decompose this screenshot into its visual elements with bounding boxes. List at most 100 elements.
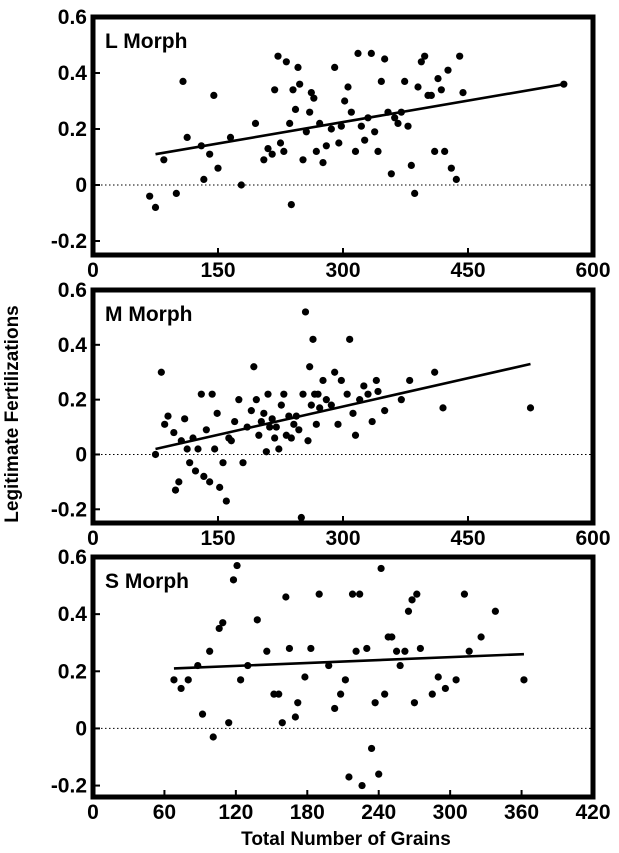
data-point bbox=[272, 423, 280, 431]
data-point bbox=[307, 89, 315, 97]
data-point bbox=[434, 75, 442, 83]
x-tick-label: 150 bbox=[200, 259, 235, 282]
data-point bbox=[331, 704, 339, 713]
data-point bbox=[197, 390, 205, 398]
x-tick-label: 180 bbox=[290, 801, 325, 824]
data-point bbox=[233, 561, 241, 570]
data-point bbox=[200, 175, 208, 183]
data-point bbox=[285, 644, 294, 653]
data-point bbox=[222, 497, 230, 505]
data-point bbox=[287, 201, 295, 209]
data-point bbox=[404, 122, 412, 130]
data-point bbox=[183, 445, 191, 453]
data-point bbox=[360, 382, 368, 390]
y-axis-title: Legitimate Fertilizations bbox=[2, 305, 23, 522]
data-point bbox=[170, 428, 178, 437]
data-point bbox=[322, 142, 330, 150]
data-point bbox=[444, 66, 452, 74]
data-point bbox=[477, 633, 485, 641]
data-point bbox=[160, 156, 168, 164]
data-point bbox=[309, 335, 317, 343]
data-point bbox=[177, 684, 185, 693]
data-point bbox=[349, 409, 357, 417]
regression-line bbox=[173, 652, 525, 670]
data-point bbox=[206, 478, 214, 486]
data-point bbox=[214, 164, 222, 172]
y-tick-label: 0.6 bbox=[58, 279, 87, 302]
data-point bbox=[213, 409, 221, 417]
y-tick-label: 0.6 bbox=[58, 546, 87, 569]
data-point bbox=[364, 114, 372, 122]
data-point bbox=[404, 607, 413, 615]
data-point bbox=[334, 420, 342, 428]
data-point bbox=[268, 150, 276, 158]
data-point bbox=[335, 139, 343, 147]
data-point bbox=[351, 431, 360, 439]
plot-frame bbox=[90, 554, 596, 800]
data-point bbox=[337, 376, 345, 385]
data-point bbox=[297, 513, 305, 522]
data-point bbox=[183, 133, 191, 141]
data-point bbox=[260, 409, 268, 417]
data-point bbox=[397, 108, 405, 116]
data-point bbox=[307, 644, 315, 653]
data-point bbox=[289, 86, 297, 94]
data-point bbox=[363, 644, 371, 653]
x-tick-label: 150 bbox=[200, 527, 235, 550]
data-point bbox=[179, 77, 187, 85]
x-tick-label: 450 bbox=[450, 527, 485, 550]
data-point bbox=[253, 616, 261, 624]
data-point bbox=[184, 676, 192, 684]
plot-frame bbox=[90, 14, 596, 258]
data-point bbox=[252, 396, 260, 404]
data-point bbox=[216, 483, 224, 491]
data-point bbox=[520, 676, 528, 684]
data-point bbox=[354, 49, 362, 58]
data-point bbox=[364, 390, 372, 398]
data-point bbox=[341, 97, 349, 105]
data-point bbox=[348, 590, 357, 598]
data-point bbox=[197, 142, 205, 150]
data-point bbox=[344, 83, 352, 91]
x-tick-label: 360 bbox=[504, 801, 539, 824]
data-point bbox=[316, 404, 324, 412]
data-point bbox=[431, 368, 439, 376]
data-point bbox=[434, 673, 442, 681]
data-point bbox=[396, 661, 404, 670]
data-point bbox=[189, 434, 197, 442]
data-point bbox=[337, 690, 345, 698]
data-point bbox=[177, 437, 185, 445]
y-tick-label: -0.2 bbox=[51, 775, 87, 798]
data-point bbox=[229, 576, 238, 584]
data-point bbox=[306, 363, 314, 371]
data-point bbox=[381, 407, 389, 415]
data-point bbox=[315, 590, 323, 598]
data-point bbox=[460, 590, 469, 598]
data-point bbox=[247, 407, 255, 415]
x-tick-label: 0 bbox=[87, 527, 99, 550]
data-point bbox=[211, 445, 219, 453]
x-tick-label: 600 bbox=[575, 527, 610, 550]
data-point bbox=[255, 431, 263, 439]
data-point bbox=[374, 387, 382, 396]
x-tick-label: 240 bbox=[361, 801, 396, 824]
data-point bbox=[172, 189, 180, 197]
data-point bbox=[312, 147, 320, 155]
data-point bbox=[408, 596, 416, 604]
data-point bbox=[302, 128, 310, 136]
data-point bbox=[327, 125, 335, 133]
data-point bbox=[377, 77, 385, 85]
data-point bbox=[275, 690, 283, 698]
data-point bbox=[452, 676, 460, 684]
data-point bbox=[307, 401, 315, 409]
data-point bbox=[271, 434, 279, 442]
data-point bbox=[175, 478, 183, 486]
y-tick-label: 0.4 bbox=[58, 603, 88, 626]
data-point bbox=[208, 390, 216, 398]
data-point bbox=[257, 417, 265, 426]
x-tick-label: 60 bbox=[153, 801, 176, 824]
data-point bbox=[377, 564, 385, 573]
data-point bbox=[251, 119, 260, 127]
data-point bbox=[381, 55, 389, 63]
